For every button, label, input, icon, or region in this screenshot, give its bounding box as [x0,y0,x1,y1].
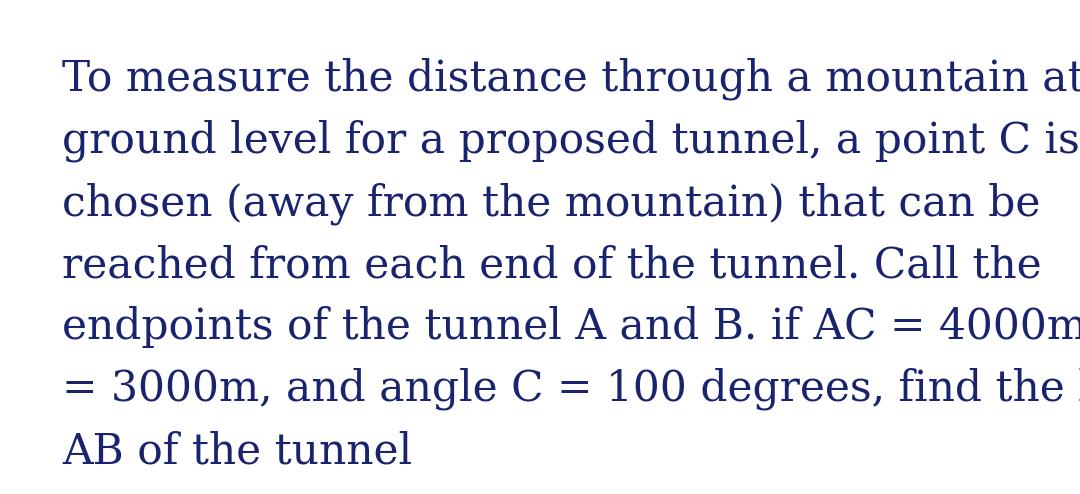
Text: reached from each end of the tunnel. Call the: reached from each end of the tunnel. Cal… [62,244,1041,286]
Text: AB of the tunnel: AB of the tunnel [62,430,413,472]
Text: To measure the distance through a mountain at: To measure the distance through a mounta… [62,58,1080,100]
Text: chosen (away from the mountain) that can be: chosen (away from the mountain) that can… [62,182,1040,224]
Text: endpoints of the tunnel A and B. if AC = 4000m, BC: endpoints of the tunnel A and B. if AC =… [62,306,1080,348]
Text: = 3000m, and angle C = 100 degrees, find the length: = 3000m, and angle C = 100 degrees, find… [62,368,1080,411]
Text: ground level for a proposed tunnel, a point C is: ground level for a proposed tunnel, a po… [62,120,1080,163]
